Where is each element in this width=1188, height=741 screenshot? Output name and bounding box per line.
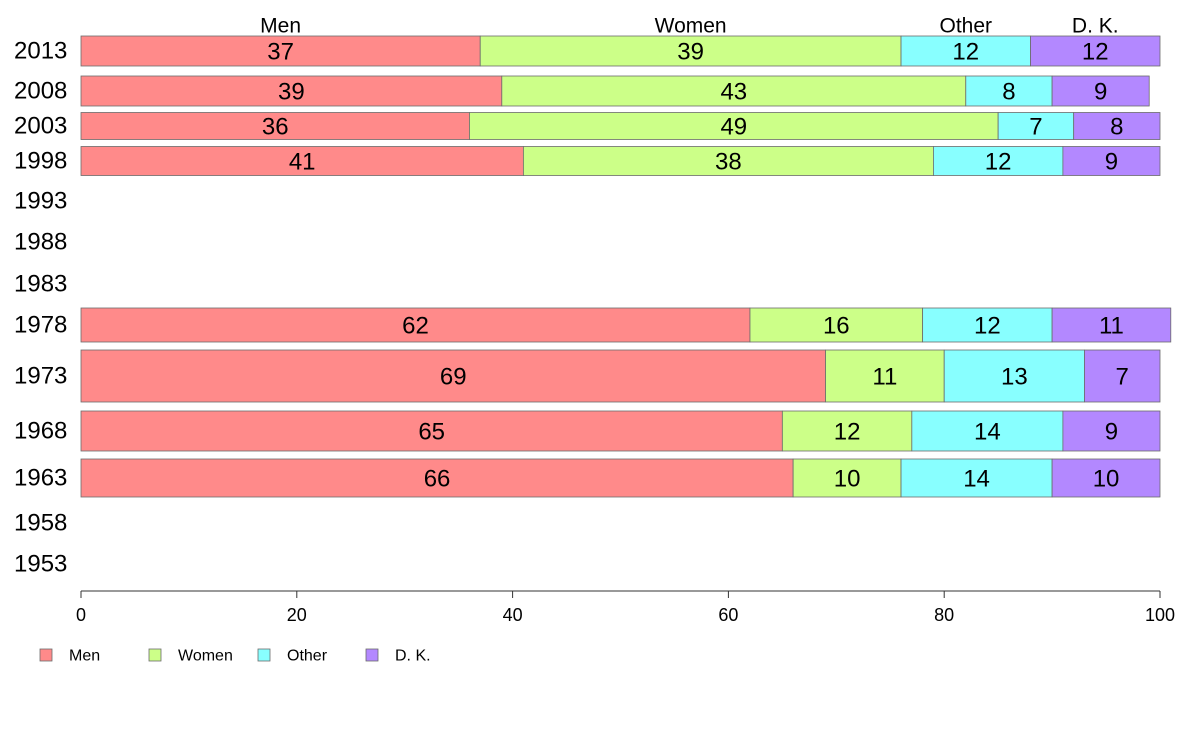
bar-2008-women (501, 75, 967, 107)
value-label-1978-other: 12 (974, 313, 1001, 340)
bar-1968-dk (1062, 410, 1161, 452)
year-label-1998: 1998 (14, 148, 67, 175)
value-label-1998-other: 12 (985, 149, 1012, 176)
legend-label-other: Other (287, 648, 328, 665)
bar-1978-men (80, 307, 751, 343)
column-header-men: Men (260, 15, 301, 38)
bar-2008-other (965, 75, 1053, 107)
legend-label-dk: D. K. (395, 648, 431, 665)
bar-1973-dk (1084, 349, 1161, 403)
value-label-1973-women: 11 (872, 364, 897, 391)
value-label-2008-dk: 9 (1094, 79, 1107, 106)
bar-1963-dk (1051, 458, 1161, 498)
legend-swatch-women (148, 648, 162, 662)
bar-1963-men (80, 458, 794, 498)
x-tick-label-0: 0 (76, 605, 86, 625)
bar-1998-women (522, 146, 934, 176)
value-label-2013-dk: 12 (1082, 39, 1109, 66)
year-label-1953: 1953 (14, 551, 67, 578)
value-label-1963-women: 10 (834, 466, 861, 493)
bar-2013-men (80, 35, 481, 67)
year-label-1963: 1963 (14, 465, 67, 492)
value-label-1968-dk: 9 (1105, 419, 1118, 446)
value-label-2003-other: 7 (1029, 114, 1042, 141)
value-label-1998-dk: 9 (1105, 149, 1118, 176)
value-label-2003-women: 49 (720, 114, 747, 141)
value-label-1978-men: 62 (402, 313, 429, 340)
bar-2003-dk (1073, 112, 1161, 140)
value-label-1968-men: 65 (418, 419, 445, 446)
legend-label-men: Men (69, 648, 100, 665)
value-label-2003-men: 36 (262, 114, 289, 141)
value-label-1978-women: 16 (823, 313, 850, 340)
x-tick-label-40: 40 (503, 605, 523, 625)
bar-2013-women (479, 35, 902, 67)
bar-1973-women (825, 349, 945, 403)
value-label-1978-dk: 11 (1099, 313, 1124, 340)
year-label-1973: 1973 (14, 363, 67, 390)
bar-1968-men (80, 410, 783, 452)
year-label-1968: 1968 (14, 418, 67, 445)
value-label-2003-dk: 8 (1110, 114, 1123, 141)
column-header-women: Women (655, 15, 727, 38)
bar-1998-men (80, 146, 524, 176)
bar-1973-other (943, 349, 1085, 403)
value-label-2008-women: 43 (720, 79, 747, 106)
value-label-1998-men: 41 (289, 149, 316, 176)
value-label-2013-women: 39 (677, 39, 704, 66)
value-label-1968-other: 14 (974, 419, 1001, 446)
value-label-2013-other: 12 (952, 39, 979, 66)
column-header-dk: D. K. (1072, 15, 1119, 38)
year-label-2003: 2003 (14, 113, 67, 140)
year-label-2008: 2008 (14, 78, 67, 105)
bar-1978-other (922, 307, 1053, 343)
legend-label-women: Women (178, 648, 233, 665)
year-label-1988: 1988 (14, 229, 67, 256)
x-tick-label-100: 100 (1145, 605, 1175, 625)
value-label-1998-women: 38 (715, 149, 742, 176)
bar-1978-dk (1051, 307, 1172, 343)
bar-1968-other (911, 410, 1064, 452)
value-label-1973-men: 69 (440, 364, 467, 391)
year-label-2013: 2013 (14, 38, 67, 65)
legend-swatch-men (39, 648, 53, 662)
year-label-1983: 1983 (14, 271, 67, 298)
bar-2008-men (80, 75, 503, 107)
value-label-2008-other: 8 (1002, 79, 1015, 106)
bar-1963-other (900, 458, 1053, 498)
bar-1978-women (749, 307, 924, 343)
value-label-2013-men: 37 (267, 39, 294, 66)
bar-2013-dk (1030, 35, 1161, 67)
bar-2013-other (900, 35, 1031, 67)
value-label-1963-dk: 10 (1093, 466, 1120, 493)
legend-swatch-dk (365, 648, 379, 662)
bar-2003-men (80, 112, 470, 140)
bar-1998-dk (1062, 146, 1161, 176)
bar-2008-dk (1051, 75, 1150, 107)
x-tick-label-80: 80 (934, 605, 954, 625)
value-label-1973-other: 13 (1001, 364, 1028, 391)
value-label-1968-women: 12 (834, 419, 861, 446)
year-label-1958: 1958 (14, 510, 67, 537)
bar-2003-women (469, 112, 999, 140)
year-label-1993: 1993 (14, 188, 67, 215)
value-label-1963-men: 66 (424, 466, 451, 493)
value-label-2008-men: 39 (278, 79, 305, 106)
bar-1973-men (80, 349, 826, 403)
x-tick-label-60: 60 (718, 605, 738, 625)
value-label-1963-other: 14 (963, 466, 990, 493)
legend-swatch-other (257, 648, 271, 662)
year-label-1978: 1978 (14, 312, 67, 339)
x-tick-label-20: 20 (287, 605, 307, 625)
value-label-1973-dk: 7 (1116, 364, 1129, 391)
column-header-other: Other (940, 15, 993, 38)
